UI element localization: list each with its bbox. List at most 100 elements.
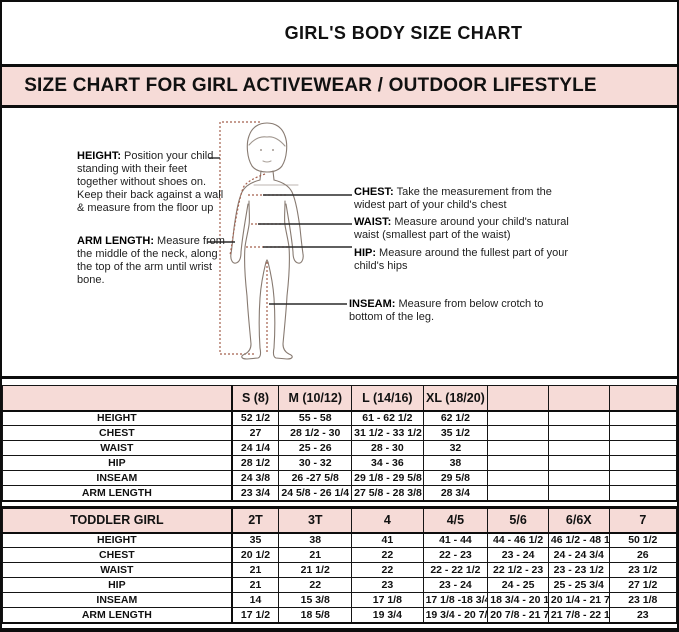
size-cell: 26 [608, 547, 677, 563]
size-cell: 17 1/2 [231, 607, 280, 623]
waist-instruction: WAIST: Measure around your child's natur… [354, 216, 579, 242]
child-figure-outline [230, 122, 304, 360]
row-label: WAIST [2, 440, 233, 456]
size-cell [487, 470, 549, 486]
size-cell [547, 425, 610, 441]
size-cell: 23 - 24 [487, 547, 549, 563]
size-cell: 41 - 44 [422, 532, 489, 548]
size-cell: 24 1/4 [231, 440, 280, 456]
size-cell: 62 1/2 [422, 410, 489, 426]
size-cell: 25 - 25 3/4 [547, 577, 610, 593]
section-banner: SIZE CHART FOR GIRL ACTIVEWEAR / OUTDOOR… [2, 64, 677, 108]
size-cell: 28 - 30 [351, 440, 424, 456]
size-cell: 24 - 25 [487, 577, 549, 593]
size-cell: 50 1/2 [608, 532, 677, 548]
size-cell [487, 485, 549, 501]
size-cell: 23 [351, 577, 424, 593]
size-cell: 23 - 24 [422, 577, 489, 593]
size-cell [487, 425, 549, 441]
size-cell: 23 1/2 [608, 562, 677, 578]
section-divider [2, 376, 677, 379]
size-cell [547, 455, 610, 471]
table-row: ARM LENGTH 23 3/4 24 5/8 - 26 1/4 27 5/8… [2, 485, 677, 501]
size-cell: 29 1/8 - 29 5/8 [351, 470, 424, 486]
height-desc: Position your child standing with their … [77, 150, 224, 214]
page-header: GIRL'S BODY SIZE CHART [2, 2, 677, 64]
chest-term: CHEST: [354, 186, 394, 198]
size-cell: 23 1/8 [608, 592, 677, 608]
size-cell: 24 5/8 - 26 1/4 [278, 485, 353, 501]
size-cell: 32 [422, 440, 489, 456]
column-header: M (10/12) [278, 385, 353, 412]
hip-instruction: HIP: Measure around the fullest part of … [354, 247, 574, 273]
size-cell: 18 5/8 [278, 607, 353, 623]
size-cell: 17 1/8 -18 3/4 [422, 592, 489, 608]
size-cell [608, 455, 677, 471]
inseam-desc: Measure from below crotch to bottom of t… [349, 298, 544, 323]
column-header: L (14/16) [351, 385, 424, 412]
column-header: 3T [278, 507, 353, 534]
row-label: HEIGHT [2, 410, 233, 426]
size-cell [547, 440, 610, 456]
size-cell: 41 [351, 532, 424, 548]
size-cell: 21 [231, 562, 280, 578]
size-cell: 23 3/4 [231, 485, 280, 501]
size-cell: 30 - 32 [278, 455, 353, 471]
size-cell: 21 7/8 - 22 1/4 [547, 607, 610, 623]
size-cell: 14 [231, 592, 280, 608]
child-figure-illustration [207, 121, 352, 360]
size-cell: 20 1/2 [231, 547, 280, 563]
size-cell: 15 3/8 [278, 592, 353, 608]
size-cell: 38 [278, 532, 353, 548]
table-header-row: TODDLER GIRL 2T 3T 4 4/5 5/6 6/6X 7 [2, 507, 677, 534]
height-instruction: HEIGHT: Position your child standing wit… [77, 150, 229, 215]
size-cell: 21 1/2 [278, 562, 353, 578]
inseam-term: INSEAM: [349, 298, 396, 310]
size-cell: 21 [231, 577, 280, 593]
size-cell: 19 3/4 [351, 607, 424, 623]
toddler-size-table-wrap: TODDLER GIRL 2T 3T 4 4/5 5/6 6/6X 7 HEIG… [2, 506, 677, 624]
arm-term: ARM LENGTH: [77, 235, 154, 247]
size-cell: 23 - 23 1/2 [547, 562, 610, 578]
size-cell: 34 - 36 [351, 455, 424, 471]
measurement-diagram: HEIGHT: Position your child standing wit… [2, 108, 677, 376]
size-cell [608, 425, 677, 441]
size-cell: 24 - 24 3/4 [547, 547, 610, 563]
column-header: 4 [351, 507, 424, 534]
size-cell: 31 1/2 - 33 1/2 [351, 425, 424, 441]
table-row: WAIST 21 21 1/2 22 22 - 22 1/2 22 1/2 - … [2, 562, 677, 578]
height-term: HEIGHT: [77, 150, 121, 162]
table-row: HIP 21 22 23 23 - 24 24 - 25 25 - 25 3/4… [2, 577, 677, 593]
column-header [2, 385, 233, 412]
size-cell: 20 1/4 - 21 7/8 [547, 592, 610, 608]
size-cell: 22 - 22 1/2 [422, 562, 489, 578]
size-cell: 27 [231, 425, 280, 441]
chest-desc: Take the measurement from the widest par… [354, 186, 552, 211]
size-cell [608, 410, 677, 426]
size-cell: 28 3/4 [422, 485, 489, 501]
size-cell: 22 [351, 562, 424, 578]
hip-term: HIP: [354, 247, 376, 259]
column-header: 4/5 [422, 507, 489, 534]
column-header: 2T [231, 507, 280, 534]
girl-size-table-wrap: S (8) M (10/12) L (14/16) XL (18/20) HEI… [2, 385, 677, 502]
size-cell: 27 5/8 - 28 3/8 [351, 485, 424, 501]
size-cell [487, 440, 549, 456]
row-label: CHEST [2, 425, 233, 441]
size-cell [608, 470, 677, 486]
height-measure-line [219, 121, 260, 355]
size-cell: 52 1/2 [231, 410, 280, 426]
size-cell: 22 [351, 547, 424, 563]
table-row: INSEAM 14 15 3/8 17 1/8 17 1/8 -18 3/4 1… [2, 592, 677, 608]
table-row: HIP 28 1/2 30 - 32 34 - 36 38 [2, 455, 677, 471]
size-cell: 20 7/8 - 21 7/8 [487, 607, 549, 623]
size-cell [547, 485, 610, 501]
table-row: INSEAM 24 3/8 26 -27 5/8 29 1/8 - 29 5/8… [2, 470, 677, 486]
arm-desc: Measure from the middle of the neck, alo… [77, 235, 225, 286]
size-cell: 22 1/2 - 23 [487, 562, 549, 578]
size-cell: 22 [278, 577, 353, 593]
column-header: 7 [608, 507, 677, 534]
size-cell: 61 - 62 1/2 [351, 410, 424, 426]
size-cell: 24 3/8 [231, 470, 280, 486]
size-cell: 17 1/8 [351, 592, 424, 608]
